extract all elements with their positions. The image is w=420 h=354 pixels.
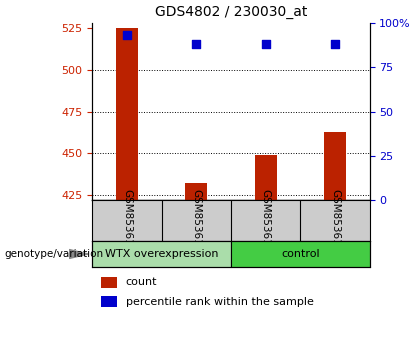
Text: genotype/variation: genotype/variation (4, 249, 103, 259)
Bar (231, 241, 370, 267)
Bar (255, 155, 277, 200)
Text: WTX overexpression: WTX overexpression (105, 249, 218, 259)
Bar (101, 296, 117, 307)
Bar (101, 277, 117, 288)
Text: control: control (281, 249, 320, 259)
Text: GSM853612: GSM853612 (261, 189, 270, 252)
Point (332, 41, 339, 47)
Text: count: count (126, 278, 157, 287)
Text: GSM853613: GSM853613 (192, 189, 201, 252)
Bar (116, 28, 138, 200)
Title: GDS4802 / 230030_at: GDS4802 / 230030_at (155, 5, 307, 19)
Text: GSM853611: GSM853611 (122, 189, 132, 252)
Point (262, 41, 269, 47)
Bar (324, 132, 346, 200)
Point (124, 33, 131, 38)
Point (193, 41, 200, 47)
Text: GSM853614: GSM853614 (330, 189, 340, 252)
Text: percentile rank within the sample: percentile rank within the sample (126, 297, 314, 307)
Polygon shape (69, 250, 88, 258)
Bar (92, 241, 231, 267)
Bar (185, 183, 207, 200)
